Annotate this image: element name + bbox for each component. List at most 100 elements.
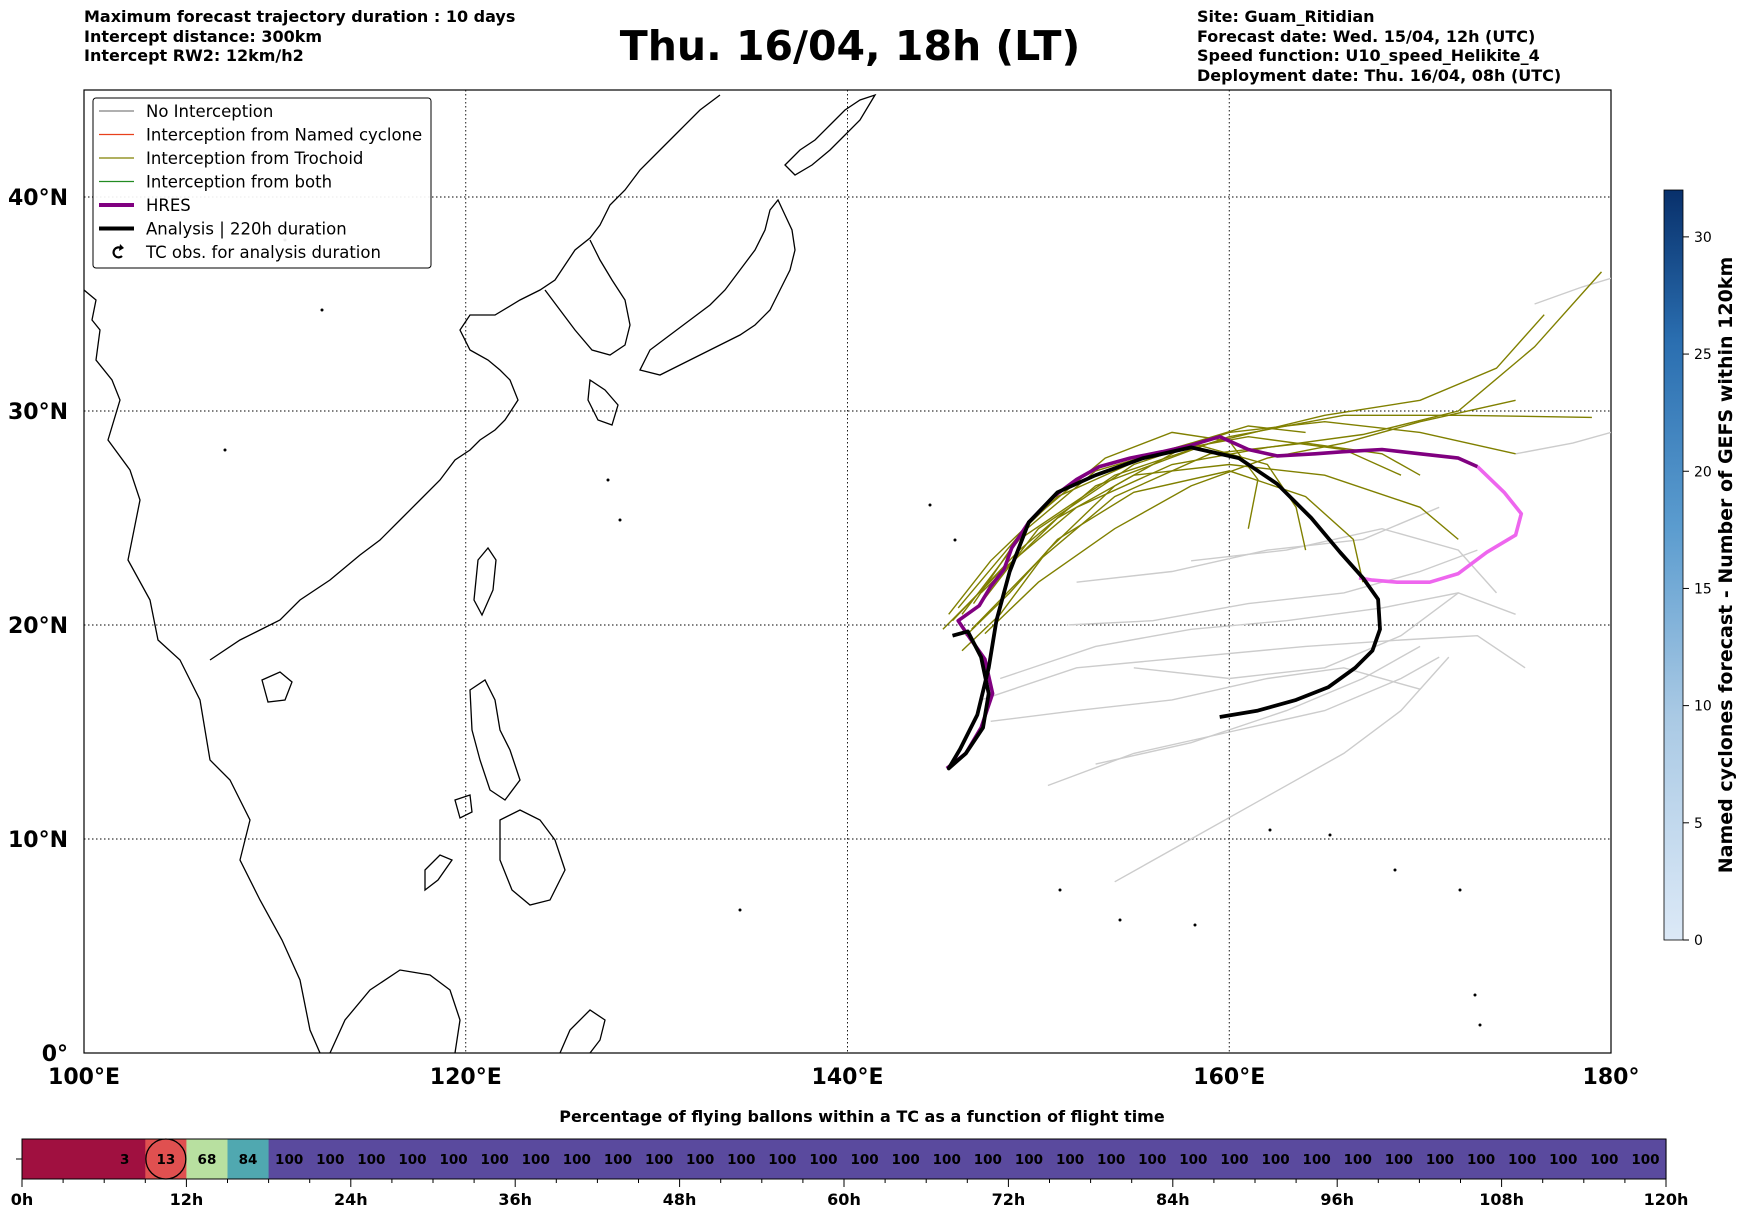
island-dot [223, 448, 227, 452]
bar-tick-label: 120h [1644, 1190, 1689, 1209]
percentage-cell [63, 1139, 105, 1179]
no-interception-track [1076, 506, 1440, 583]
island-dot [618, 518, 622, 522]
no-interception-track [1095, 645, 1421, 765]
coastlines [84, 93, 877, 1053]
percentage-value: 100 [1097, 1152, 1125, 1168]
percentage-cell [1172, 1139, 1215, 1179]
legend-box [92, 97, 432, 269]
percentage-value: 100 [768, 1152, 796, 1168]
lat-tick-label: 0° [42, 1042, 68, 1067]
island-dot [1058, 888, 1062, 892]
percentage-cell [1460, 1139, 1503, 1179]
max-duration-label: Maximum forecast trajectory duration : 1… [84, 7, 516, 26]
percentage-value: 100 [1179, 1152, 1207, 1168]
island-dot [738, 908, 742, 912]
percentage-cell [515, 1139, 557, 1179]
colorbar-tick-label: 20 [1694, 464, 1712, 480]
island-dot [1458, 888, 1462, 892]
percentage-value: 100 [645, 1152, 673, 1168]
colorbar-label: Named cyclones forecast - Number of GEFS… [1715, 257, 1737, 874]
forecast-info-right: Site: Guam_Ritidian Forecast date: Wed. … [1197, 7, 1561, 85]
percentage-cell [926, 1139, 968, 1179]
percentage-cell [761, 1139, 804, 1179]
coastline-luzon [469, 679, 521, 801]
island-dot [953, 538, 957, 542]
percentage-value: 13 [156, 1152, 175, 1168]
percentage-cell [679, 1139, 722, 1179]
percentage-cell [885, 1139, 927, 1179]
island-dot [1393, 868, 1397, 872]
trajectory-map: 100°E 120°E 140°E 160°E 180° 0° 10°N 20°N 30°N 40… [8, 89, 1640, 1090]
colorbar-tick-label: 25 [1694, 347, 1712, 363]
percentage-bar: Percentage of flying ballons within a TC… [11, 1107, 1689, 1209]
percentage-cell [720, 1139, 763, 1179]
speed-function-label: Speed function: U10_speed_Helikite_4 [1197, 46, 1540, 65]
percentage-value: 68 [198, 1152, 217, 1168]
colorbar-tick-label: 15 [1694, 581, 1712, 597]
percentage-cell [802, 1139, 845, 1179]
percentage-cell [556, 1139, 598, 1179]
bar-tick-label: 36h [498, 1190, 532, 1209]
lat-tick-label: 10°N [8, 828, 68, 853]
island-dot [1328, 833, 1332, 837]
legend-label: Interception from both [146, 173, 332, 192]
percentage-cell [1583, 1139, 1626, 1179]
percentage-cell [1501, 1139, 1544, 1179]
trajectory-layer [942, 271, 1611, 883]
coastline-china-east [209, 94, 721, 661]
no-interception-track [1114, 656, 1450, 883]
lat-tick-label: 20°N [8, 614, 68, 639]
coastline-hainan [261, 671, 293, 703]
coastline-japan-honshu [639, 198, 796, 376]
bar-tick-label: 96h [1320, 1190, 1354, 1209]
percentage-cell [433, 1139, 475, 1179]
percentage-bar-title: Percentage of flying ballons within a TC… [559, 1107, 1165, 1126]
coastline-korea [544, 239, 631, 356]
trochoid-track [984, 399, 1516, 635]
map-legend: No Interception Interception from Named c… [92, 97, 432, 269]
no-interception-track [990, 667, 1421, 722]
percentage-cell [104, 1139, 146, 1179]
no-interception-track [1534, 277, 1611, 305]
percentage-cell [1378, 1139, 1420, 1179]
island-dot [320, 308, 324, 312]
no-interception-track [980, 634, 1526, 701]
forecast-date-label: Forecast date: Wed. 15/04, 12h (UTC) [1197, 26, 1536, 46]
trochoid-track [961, 425, 1306, 652]
percentage-value: 100 [1590, 1152, 1618, 1168]
percentage-cell [1049, 1139, 1092, 1179]
percentage-cell [1213, 1139, 1256, 1179]
bar-tick-label: 0h [11, 1190, 34, 1209]
intercept-distance-label: Intercept distance: 300km [84, 26, 323, 46]
colorbar-scale [1663, 189, 1684, 941]
island-dot [1268, 828, 1272, 832]
percentage-bar-ticks: 0h 12h 24h 36h 48h 60h 72h 84h 96h 108h 120h [11, 1158, 1689, 1209]
trochoid-track [965, 470, 1364, 637]
percentage-cell [1624, 1139, 1667, 1179]
percentage-value: 100 [1631, 1152, 1659, 1168]
percentage-value: 100 [1138, 1152, 1166, 1168]
percentage-value: 3 [120, 1152, 129, 1168]
legend-label: Interception from Named cyclone [146, 126, 422, 145]
percentage-value: 100 [1385, 1152, 1413, 1168]
legend-label: Analysis | 220h duration [146, 220, 347, 239]
percentage-value: 100 [727, 1152, 755, 1168]
percentage-value: 100 [850, 1152, 878, 1168]
percentage-value: 100 [933, 1152, 961, 1168]
percentage-cell [1090, 1139, 1133, 1179]
deployment-date-label: Deployment date: Thu. 16/04, 08h (UTC) [1197, 65, 1562, 85]
percentage-cell [1337, 1139, 1379, 1179]
no-interception-track [1133, 592, 1459, 680]
colorbar-ticks: 0 5 10 15 20 25 30 [1683, 230, 1712, 949]
percentage-value: 100 [1549, 1152, 1577, 1168]
lat-tick-label: 30°N [8, 400, 68, 425]
bar-tick-label: 24h [334, 1190, 368, 1209]
percentage-value: 100 [522, 1152, 550, 1168]
percentage-value: 100 [1261, 1152, 1289, 1168]
map-axis-labels: 100°E 120°E 140°E 160°E 180° 0° 10°N 20°N 30°N 40… [8, 186, 1640, 1090]
percentage-cell [474, 1139, 516, 1179]
percentage-cell [597, 1139, 640, 1179]
percentage-value: 100 [604, 1152, 632, 1168]
